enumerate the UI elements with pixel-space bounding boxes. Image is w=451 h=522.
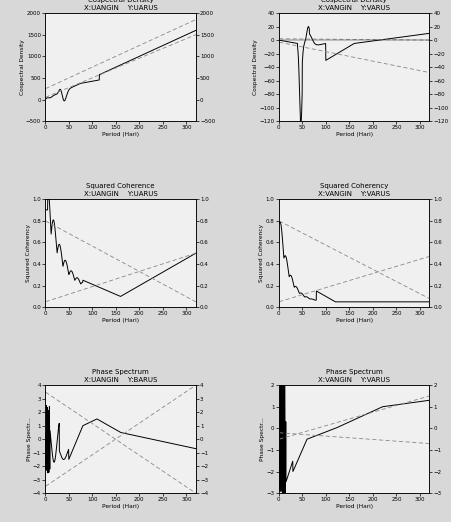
Y-axis label: Cospectral Density: Cospectral Density [19,39,24,95]
Title: Cospectral Density
X:UANGIN    Y:UARUS: Cospectral Density X:UANGIN Y:UARUS [83,0,157,11]
Title: Squared Coherency
X:VANGIN    Y:VARUS: Squared Coherency X:VANGIN Y:VARUS [318,183,389,197]
Title: Phase Spectrum
X:VANGIN    Y:VARUS: Phase Spectrum X:VANGIN Y:VARUS [318,370,389,383]
X-axis label: Period (Hari): Period (Hari) [102,318,139,323]
Y-axis label: Phase Spectr...: Phase Spectr... [259,417,264,461]
X-axis label: Period (Hari): Period (Hari) [102,504,139,509]
Y-axis label: Phase Spectr...: Phase Spectr... [27,417,32,461]
Y-axis label: Cospectral Density: Cospectral Density [253,39,258,95]
Title: Squared Coherence
X:UANGIN    Y:UARUS: Squared Coherence X:UANGIN Y:UARUS [83,183,157,197]
Y-axis label: Squared Coherency: Squared Coherency [26,224,31,282]
Title: Phase Spectrum
X:UANGIN    Y:BARUS: Phase Spectrum X:UANGIN Y:BARUS [83,370,157,383]
X-axis label: Period (Hari): Period (Hari) [335,318,372,323]
Y-axis label: Squared Coherency: Squared Coherency [259,224,264,282]
X-axis label: Period (Hari): Period (Hari) [335,132,372,137]
X-axis label: Period (Hari): Period (Hari) [102,132,139,137]
Title: Cospectral Density
X:VANGIN    Y:VARUS: Cospectral Density X:VANGIN Y:VARUS [318,0,389,11]
X-axis label: Period (Hari): Period (Hari) [335,504,372,509]
